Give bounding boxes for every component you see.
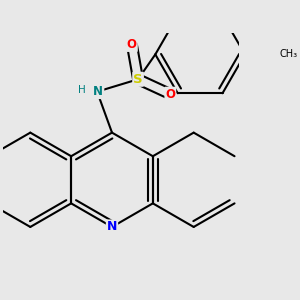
Text: N: N <box>93 85 103 98</box>
Text: CH₃: CH₃ <box>280 50 298 59</box>
Text: O: O <box>165 88 175 100</box>
Text: O: O <box>127 38 137 51</box>
Text: N: N <box>107 220 117 233</box>
Text: H: H <box>78 85 86 95</box>
Text: S: S <box>133 73 143 86</box>
